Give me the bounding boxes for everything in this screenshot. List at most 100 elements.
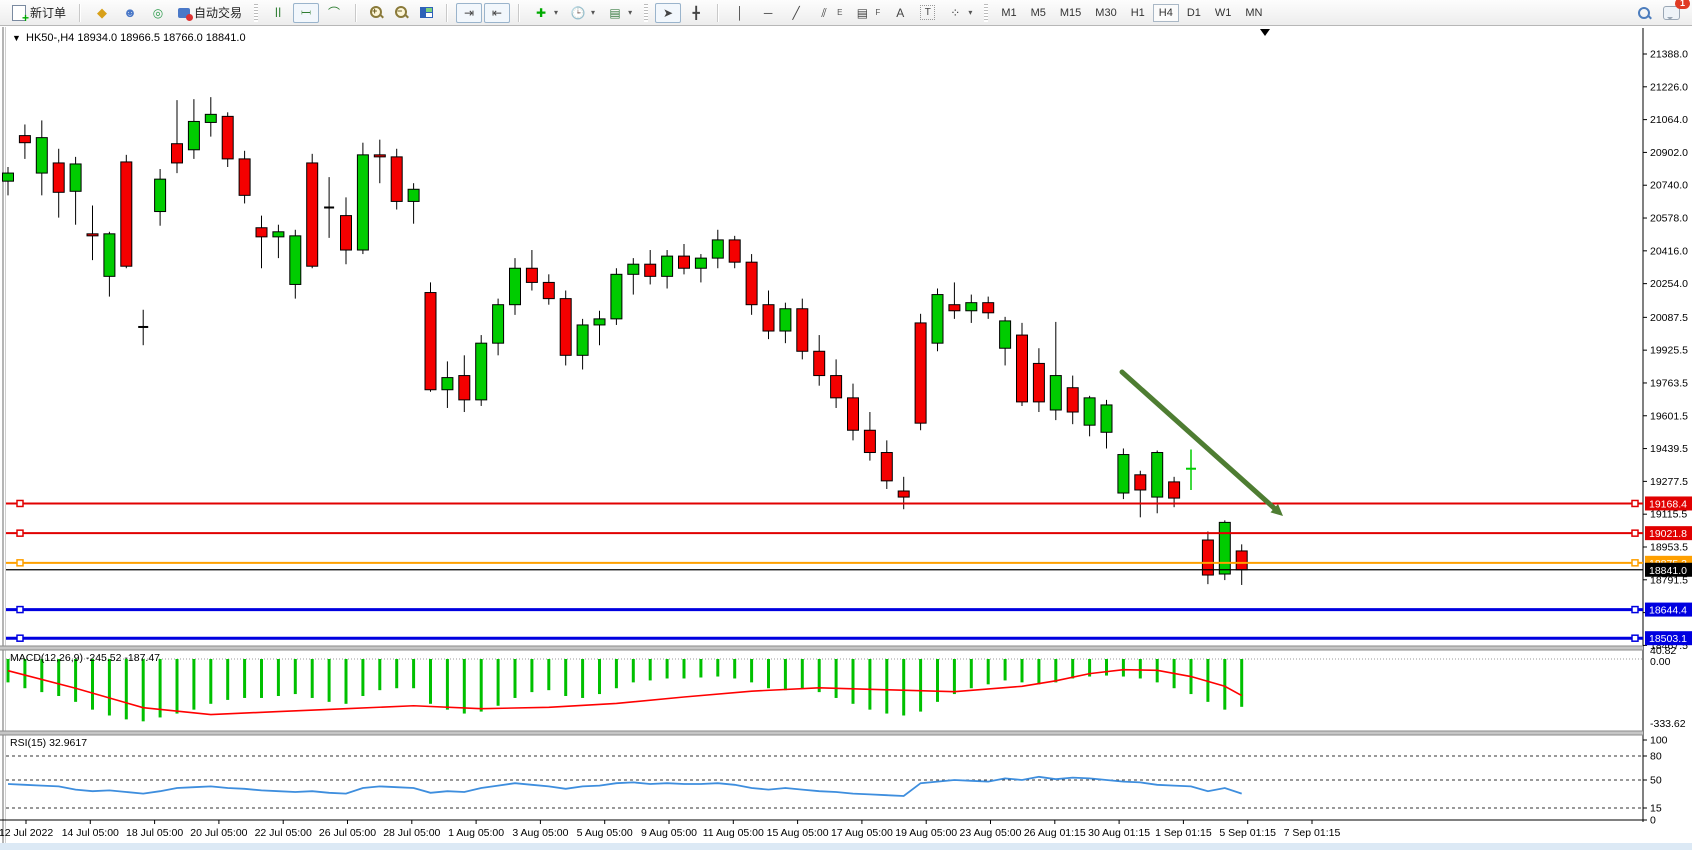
svg-text:20902.0: 20902.0 xyxy=(1650,147,1688,159)
chart-window[interactable]: 21388.0 21226.0 21064.0 20902.0 20740.0 20578… xyxy=(0,27,1692,850)
svg-text:100: 100 xyxy=(1650,735,1668,747)
timeframe-group: M1 M5 M15 M30 H1 H4 D1 W1 MN xyxy=(992,3,1271,22)
trendline-icon: ╱ xyxy=(792,5,800,20)
channel-icon: ⫽ xyxy=(821,5,827,20)
vertical-line-tool-button[interactable]: │ xyxy=(727,3,753,23)
svg-text:18644.4: 18644.4 xyxy=(1649,605,1687,617)
toolbar: 新订单 ◆ ☻ ◎ 自动交易 ⅼⅼ 𝄩 ⌒ + − ⇥ ⇤ xyxy=(0,0,1692,26)
line-chart-button[interactable]: ⌒ xyxy=(321,3,347,23)
auto-trading-label: 自动交易 xyxy=(194,6,243,20)
profile-button[interactable]: ☻ xyxy=(117,3,143,23)
shapes-icon: ⁘ xyxy=(950,5,961,20)
fibonacci-suffix: F xyxy=(875,8,881,17)
svg-text:15 Aug 05:00: 15 Aug 05:00 xyxy=(767,827,829,839)
templates-icon: ▤ xyxy=(609,5,621,20)
periods-caret: ▾ xyxy=(591,8,596,17)
svg-text:14 Jul 05:00: 14 Jul 05:00 xyxy=(62,827,119,839)
crosshair-tool-button[interactable]: ╋ xyxy=(683,3,709,23)
text-tool-icon: A xyxy=(896,5,905,20)
timeframe-m15[interactable]: M15 xyxy=(1054,4,1087,22)
svg-text:19115.5: 19115.5 xyxy=(1650,509,1687,521)
zoom-out-button[interactable]: − xyxy=(390,3,413,23)
indicators-caret: ▾ xyxy=(554,8,559,17)
svg-text:HK50-,H4 18934.0 18966.5 1876: HK50-,H4 18934.0 18966.5 18766.0 18841.0 xyxy=(26,32,246,44)
svg-text:20740.0: 20740.0 xyxy=(1650,180,1688,192)
svg-text:19601.5: 19601.5 xyxy=(1650,410,1688,422)
svg-text:26 Jul 05:00: 26 Jul 05:00 xyxy=(319,827,376,839)
tile-windows-icon xyxy=(420,7,434,18)
svg-text:80: 80 xyxy=(1650,751,1662,763)
svg-text:18503.1: 18503.1 xyxy=(1649,633,1687,645)
svg-text:20416.0: 20416.0 xyxy=(1650,245,1688,257)
label-tool-button[interactable]: T xyxy=(915,3,940,23)
channel-suffix: E xyxy=(837,8,843,17)
svg-text:0: 0 xyxy=(1650,815,1656,827)
svg-text:1 Sep 01:15: 1 Sep 01:15 xyxy=(1155,827,1212,839)
svg-text:40.82: 40.82 xyxy=(1650,645,1676,657)
svg-text:-333.62: -333.62 xyxy=(1650,718,1686,730)
search-button[interactable] xyxy=(1632,3,1656,23)
timeframe-m5[interactable]: M5 xyxy=(1025,4,1052,22)
timeframe-h1[interactable]: H1 xyxy=(1125,4,1151,22)
trendline-tool-button[interactable]: ╱ xyxy=(783,3,809,23)
svg-text:19021.8: 19021.8 xyxy=(1649,528,1687,540)
svg-text:RSI(15) 32.9617: RSI(15) 32.9617 xyxy=(10,737,87,749)
templates-button[interactable]: ▤ ▾ xyxy=(602,3,637,23)
new-order-button[interactable]: 新订单 xyxy=(7,3,71,25)
svg-text:20578.0: 20578.0 xyxy=(1650,213,1688,225)
timeframe-w1[interactable]: W1 xyxy=(1209,4,1238,22)
tile-windows-button[interactable] xyxy=(415,3,438,23)
candlestick-chart-icon: 𝄩 xyxy=(301,5,311,20)
auto-trading-button[interactable]: 自动交易 xyxy=(173,3,247,23)
svg-text:28 Jul 05:00: 28 Jul 05:00 xyxy=(383,827,440,839)
signals-button[interactable]: ◎ xyxy=(145,3,171,23)
chart-canvas: 21388.0 21226.0 21064.0 20902.0 20740.0 20578… xyxy=(0,27,1692,850)
svg-text:19 Aug 05:00: 19 Aug 05:00 xyxy=(895,827,957,839)
styler-button[interactable]: ◆ xyxy=(89,3,115,23)
svg-text:3 Aug 05:00: 3 Aug 05:00 xyxy=(512,827,568,839)
auto-trading-icon xyxy=(178,7,194,21)
svg-text:19439.5: 19439.5 xyxy=(1650,443,1688,455)
svg-text:21388.0: 21388.0 xyxy=(1650,49,1688,61)
svg-text:5 Sep 01:15: 5 Sep 01:15 xyxy=(1219,827,1276,839)
periods-button[interactable]: 🕒 ▾ xyxy=(565,3,600,23)
auto-scroll-icon: ⇥ xyxy=(464,5,475,20)
svg-text:7 Sep 01:15: 7 Sep 01:15 xyxy=(1284,827,1341,839)
timeframe-mn[interactable]: MN xyxy=(1239,4,1268,22)
svg-text:▼: ▼ xyxy=(12,33,21,43)
chart-shift-button[interactable]: ⇤ xyxy=(484,2,511,23)
svg-text:18841.0: 18841.0 xyxy=(1649,565,1687,577)
bar-chart-button[interactable]: ⅼⅼ xyxy=(265,3,291,23)
chat-button[interactable]: 1 xyxy=(1658,0,1690,23)
candlestick-chart-button[interactable]: 𝄩 xyxy=(293,2,320,23)
svg-text:9 Aug 05:00: 9 Aug 05:00 xyxy=(641,827,697,839)
svg-text:19925.5: 19925.5 xyxy=(1650,345,1688,357)
signals-icon: ◎ xyxy=(152,5,164,20)
svg-text:50: 50 xyxy=(1650,775,1662,787)
text-tool-button[interactable]: A xyxy=(887,3,913,23)
svg-text:18791.5: 18791.5 xyxy=(1650,574,1688,586)
horizontal-line-tool-button[interactable]: ─ xyxy=(755,3,781,23)
timeframe-m1[interactable]: M1 xyxy=(995,4,1022,22)
auto-scroll-button[interactable]: ⇥ xyxy=(456,2,483,23)
shapes-caret: ▾ xyxy=(968,8,973,17)
svg-text:5 Aug 05:00: 5 Aug 05:00 xyxy=(577,827,633,839)
cursor-tool-button[interactable]: ➤ xyxy=(655,2,682,23)
fibonacci-tool-button[interactable]: ▤ F xyxy=(849,3,885,23)
indicators-button[interactable]: ✚ ▾ xyxy=(528,3,563,23)
svg-text:15: 15 xyxy=(1650,803,1662,815)
timeframe-d1[interactable]: D1 xyxy=(1181,4,1207,22)
svg-text:18 Jul 05:00: 18 Jul 05:00 xyxy=(126,827,183,839)
timeframe-m30[interactable]: M30 xyxy=(1089,4,1122,22)
shapes-tool-button[interactable]: ⁘ ▾ xyxy=(942,3,977,23)
zoom-in-button[interactable]: + xyxy=(365,3,388,23)
svg-text:20087.5: 20087.5 xyxy=(1650,312,1688,324)
svg-text:19763.5: 19763.5 xyxy=(1650,377,1688,389)
svg-text:21226.0: 21226.0 xyxy=(1650,81,1688,93)
timeframe-h4[interactable]: H4 xyxy=(1152,3,1179,22)
channel-tool-button[interactable]: ⫽ E xyxy=(811,3,847,23)
line-chart-icon: ⌒ xyxy=(328,5,341,20)
svg-text:MACD(12,26,9) -245.52 -187.47: MACD(12,26,9) -245.52 -187.47 xyxy=(10,652,160,664)
new-order-icon xyxy=(12,4,29,25)
svg-text:19277.5: 19277.5 xyxy=(1650,476,1688,488)
